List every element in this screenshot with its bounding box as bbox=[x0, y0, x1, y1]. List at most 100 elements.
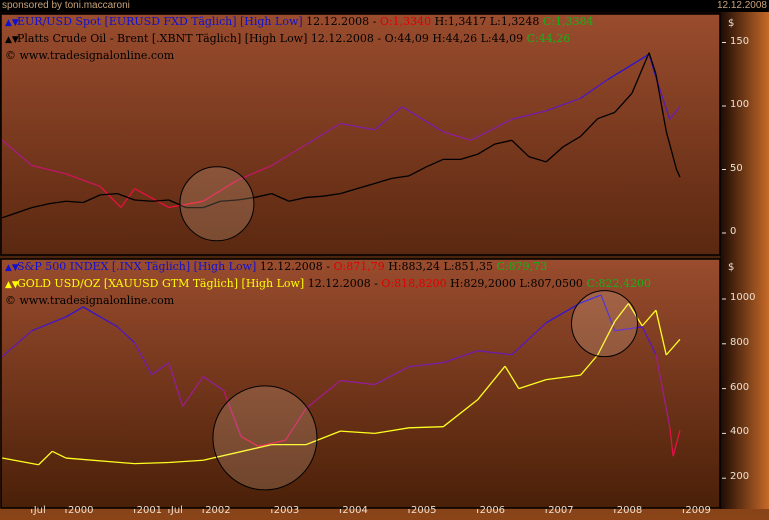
series-0-1-segment bbox=[675, 169, 681, 178]
y-unit-bottom: $ bbox=[728, 262, 735, 273]
series-0-0-segment bbox=[202, 179, 238, 202]
series-1-0-segment bbox=[374, 366, 410, 386]
series-0-0-segment bbox=[607, 53, 650, 80]
series-0-0-segment bbox=[65, 173, 101, 188]
watermark-bottom: © www.tradesignalonline.com bbox=[5, 294, 175, 307]
series-1-0-segment bbox=[545, 302, 581, 324]
series-1-0-segment bbox=[223, 390, 242, 437]
series-1-0-segment bbox=[1, 330, 33, 358]
series-1-0-segment bbox=[580, 294, 602, 304]
series-0-1-segment bbox=[254, 192, 272, 199]
series-1-0-segment bbox=[82, 306, 101, 318]
series-1-0-segment bbox=[257, 439, 286, 447]
y-tick-label: 1000 bbox=[730, 292, 756, 303]
series-1-1-segment bbox=[38, 450, 53, 466]
series-1-0-segment bbox=[240, 435, 259, 447]
y-tick-label: 800 bbox=[730, 336, 750, 348]
sponsor-text: sponsored by toni.maccaroni bbox=[2, 0, 130, 11]
series-1-0-segment bbox=[408, 362, 444, 368]
series-1-1-segment bbox=[442, 399, 479, 428]
series-1-0-segment bbox=[202, 376, 225, 392]
series-1-1-segment bbox=[597, 321, 616, 356]
series-0-1-segment bbox=[580, 118, 599, 137]
series-1-0-segment bbox=[168, 362, 184, 407]
series-1-1-segment bbox=[655, 310, 667, 356]
annotation-circle bbox=[571, 290, 639, 358]
series-0-1-segment bbox=[614, 92, 633, 113]
series-1-1-segment bbox=[134, 461, 169, 465]
series-1-1-segment bbox=[518, 379, 547, 390]
series-0-1-segment bbox=[82, 194, 101, 204]
watermark-top: © www.tradesignalonline.com bbox=[5, 49, 175, 62]
x-tick-label: Jul bbox=[170, 505, 183, 516]
series-0-1-segment bbox=[597, 111, 616, 120]
legend-sp500: ▲▼S&P 500 INDEX [.INX Täglich] [High Low… bbox=[5, 260, 548, 273]
series-0-1-segment bbox=[511, 139, 530, 158]
series-1-0-segment bbox=[477, 350, 512, 356]
series-0-0-segment bbox=[470, 118, 513, 141]
y-tick-label: 600 bbox=[730, 381, 750, 393]
series-1-0-segment bbox=[65, 306, 84, 318]
triangle-up-down-icon: ▲▼ bbox=[5, 263, 19, 273]
series-0-0-segment bbox=[401, 106, 444, 133]
y-unit-top: $ bbox=[728, 18, 735, 29]
series-0-1-segment bbox=[340, 187, 358, 195]
series-0-1-segment bbox=[306, 195, 324, 199]
legend-eurusd: ▲▼EUR/USD Spot [EURUSD FXD Täglich] [Hig… bbox=[5, 15, 594, 28]
series-0-1-segment bbox=[391, 175, 410, 180]
series-1-1-segment bbox=[504, 365, 520, 389]
series-0-1-segment bbox=[31, 203, 49, 209]
series-1-0-segment bbox=[134, 342, 153, 375]
series-0-1-segment bbox=[323, 192, 341, 197]
series-0-1-segment bbox=[494, 139, 513, 145]
y-tick-label: 150 bbox=[730, 35, 750, 47]
series-0-1-segment bbox=[665, 131, 678, 170]
series-0-1-segment bbox=[408, 166, 427, 177]
header-date: 12.12.2008 bbox=[716, 0, 767, 11]
series-0-1-segment bbox=[134, 199, 152, 202]
series-0-0-segment bbox=[31, 164, 67, 175]
annotation-circle bbox=[212, 385, 318, 491]
x-tick-label: 2001 bbox=[136, 505, 163, 516]
series-0-0-segment bbox=[443, 131, 471, 141]
series-1-0-segment bbox=[443, 350, 478, 364]
x-tick-label: 2006 bbox=[479, 505, 506, 516]
series-1-1-segment bbox=[627, 303, 643, 327]
series-0-1-segment bbox=[477, 143, 496, 155]
annotation-circle bbox=[179, 166, 255, 242]
series-1-0-segment bbox=[99, 316, 118, 328]
series-0-1-segment bbox=[220, 199, 238, 202]
series-0-0-segment bbox=[511, 110, 547, 120]
series-0-1-segment bbox=[357, 182, 375, 190]
x-tick-label: 2000 bbox=[68, 505, 94, 516]
x-tick-label: Jul bbox=[33, 505, 46, 516]
series-0-1-segment bbox=[202, 200, 221, 209]
series-0-1-segment bbox=[460, 153, 478, 160]
x-tick-label: 2003 bbox=[273, 505, 300, 516]
series-0-1-segment bbox=[655, 74, 667, 132]
series-0-1-segment bbox=[545, 146, 564, 163]
series-0-1-segment bbox=[631, 52, 650, 94]
top-panel bbox=[0, 13, 721, 256]
series-0-1-segment bbox=[563, 135, 581, 148]
series-1-0-segment bbox=[284, 408, 307, 441]
x-tick-label: 2007 bbox=[548, 505, 574, 516]
series-0-1-segment bbox=[528, 156, 547, 163]
series-0-0-segment bbox=[134, 188, 170, 209]
x-tick-label: 2002 bbox=[205, 505, 231, 516]
series-1-0-segment bbox=[305, 380, 341, 409]
series-0-1-segment bbox=[48, 200, 67, 205]
series-1-0-segment bbox=[655, 354, 671, 427]
series-1-1-segment bbox=[237, 443, 272, 454]
series-0-0-segment bbox=[271, 143, 307, 167]
x-tick-label: 2005 bbox=[411, 505, 437, 516]
series-0-0-segment bbox=[580, 78, 609, 99]
series-0-1-segment bbox=[168, 199, 187, 209]
series-0-0-segment bbox=[99, 186, 122, 208]
y-tick-label: 200 bbox=[730, 471, 750, 483]
series-0-0-segment bbox=[545, 97, 581, 112]
series-1-1-segment bbox=[203, 451, 238, 461]
series-0-1-segment bbox=[117, 193, 135, 201]
series-1-1-segment bbox=[477, 365, 506, 401]
